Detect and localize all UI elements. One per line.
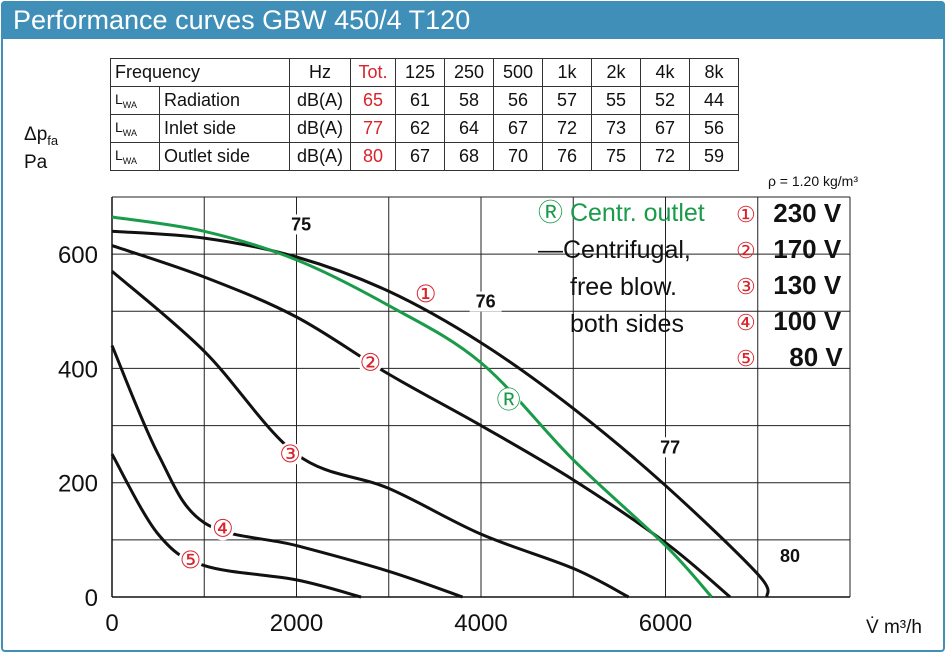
lwa-symbol: LWA <box>110 142 160 171</box>
header-250: 250 <box>444 58 494 87</box>
table-cell: 72 <box>640 142 690 171</box>
table-header-row: Frequency Hz Tot. 125 250 500 1k 2k 4k 8… <box>110 58 739 87</box>
curve-marker-background <box>278 442 303 467</box>
curve-marker-label: ③ <box>279 440 301 468</box>
voltage-item: ① 230 V <box>736 198 842 228</box>
y-axis-symbol: Δp <box>24 124 48 145</box>
air-density-note: ρ = 1.20 kg/m³ <box>767 173 858 189</box>
y-axis-subscript: fa <box>47 132 59 148</box>
x-tick-label: 6000 <box>639 610 692 637</box>
header-8k: 8k <box>689 58 739 87</box>
legend: Ⓡ Centr. outlet —Centrifugal, free blow.… <box>538 195 705 343</box>
y-tick-label: 0 <box>85 585 98 612</box>
x-tick-label: 4000 <box>454 610 507 637</box>
row-unit: dB(A) <box>289 114 351 143</box>
row-label: Radiation <box>159 86 290 115</box>
iso-label-background <box>654 437 687 458</box>
curve-marker-background <box>413 282 438 307</box>
curve-marker-background <box>496 387 521 412</box>
table-cell: 75 <box>591 142 641 171</box>
curve-marker-label: Ⓡ <box>497 386 521 414</box>
legend-black-entry: —Centrifugal, <box>538 232 705 269</box>
voltage-item: ⑤ 80 V <box>736 342 843 372</box>
table-cell: 62 <box>395 114 445 143</box>
curve-1 <box>111 229 770 598</box>
legend-black-line-1: Centrifugal, <box>563 236 691 264</box>
y-axis-unit: Pa <box>24 151 48 173</box>
x-axis-label: V̇ m³/h <box>866 617 922 638</box>
header-1k: 1k <box>542 58 592 87</box>
y-tick-label: 400 <box>58 356 98 383</box>
curve-marker-label: ② <box>360 349 382 377</box>
y-tick-label: 200 <box>58 471 98 498</box>
voltage-item: ③ 130 V <box>736 270 842 300</box>
iso-level-label: 77 <box>660 437 680 457</box>
iso-label-background <box>774 545 807 566</box>
curve-5 <box>110 453 362 599</box>
curve-marker-label: ⑤ <box>180 546 202 574</box>
table-cell: 76 <box>542 142 592 171</box>
curve-marker-label: ① <box>415 280 437 308</box>
iso-label-background <box>285 214 318 235</box>
iso-label-background <box>469 291 502 312</box>
table-cell: 58 <box>444 86 494 115</box>
table-row-outlet: LWA Outlet side dB(A) 80 67 68 70 76 75 … <box>110 142 739 171</box>
table-cell: 68 <box>444 142 494 171</box>
iso-level-label: 80 <box>780 546 800 566</box>
curve-marker-background <box>358 350 383 375</box>
table-cell: 44 <box>689 86 739 115</box>
legend-black-line-3: both sides <box>570 310 684 338</box>
table-cell: 67 <box>395 142 445 171</box>
iso-level-label: 76 <box>476 292 496 312</box>
header-2k: 2k <box>591 58 641 87</box>
x-tick-label: 0 <box>105 610 118 637</box>
voltage-item: ④ 100 V <box>736 306 842 336</box>
row-total: 77 <box>350 114 396 143</box>
table-cell: 61 <box>395 86 445 115</box>
curve-4 <box>110 344 464 599</box>
voltage-item: ② 170 V <box>736 234 842 264</box>
iso-level-label: 75 <box>291 214 311 234</box>
y-axis-label: Δpfa Pa <box>24 124 58 174</box>
row-total: 65 <box>350 86 396 115</box>
row-label: Outlet side <box>159 142 290 171</box>
sound-level-table: Frequency Hz Tot. 125 250 500 1k 2k 4k 8… <box>110 58 739 171</box>
legend-black-line-2: free blow. <box>570 273 678 301</box>
header-frequency: Frequency <box>110 58 290 87</box>
legend-green-label: Ⓡ Centr. outlet <box>538 199 705 227</box>
curve-marker-background <box>210 516 235 541</box>
curve-marker-background <box>178 547 203 572</box>
row-unit: dB(A) <box>289 142 351 171</box>
table-cell: 59 <box>689 142 739 171</box>
page-title: Performance curves GBW 450/4 T120 <box>1 1 945 39</box>
table-cell: 70 <box>493 142 543 171</box>
curve-3 <box>111 270 630 599</box>
table-row-inlet: LWA Inlet side dB(A) 77 62 64 67 72 73 6… <box>110 114 739 143</box>
legend-black-line-icon: — <box>538 236 563 264</box>
row-unit: dB(A) <box>289 86 351 115</box>
voltage-legend: ① 230 V ② 170 V ③ 130 V ④ 100 V ⑤ 80 V <box>736 196 843 376</box>
curve-6 <box>111 215 713 599</box>
y-tick-label: 600 <box>58 242 98 269</box>
curve-marker-label: ④ <box>212 514 234 542</box>
x-tick-label: 2000 <box>270 610 323 637</box>
